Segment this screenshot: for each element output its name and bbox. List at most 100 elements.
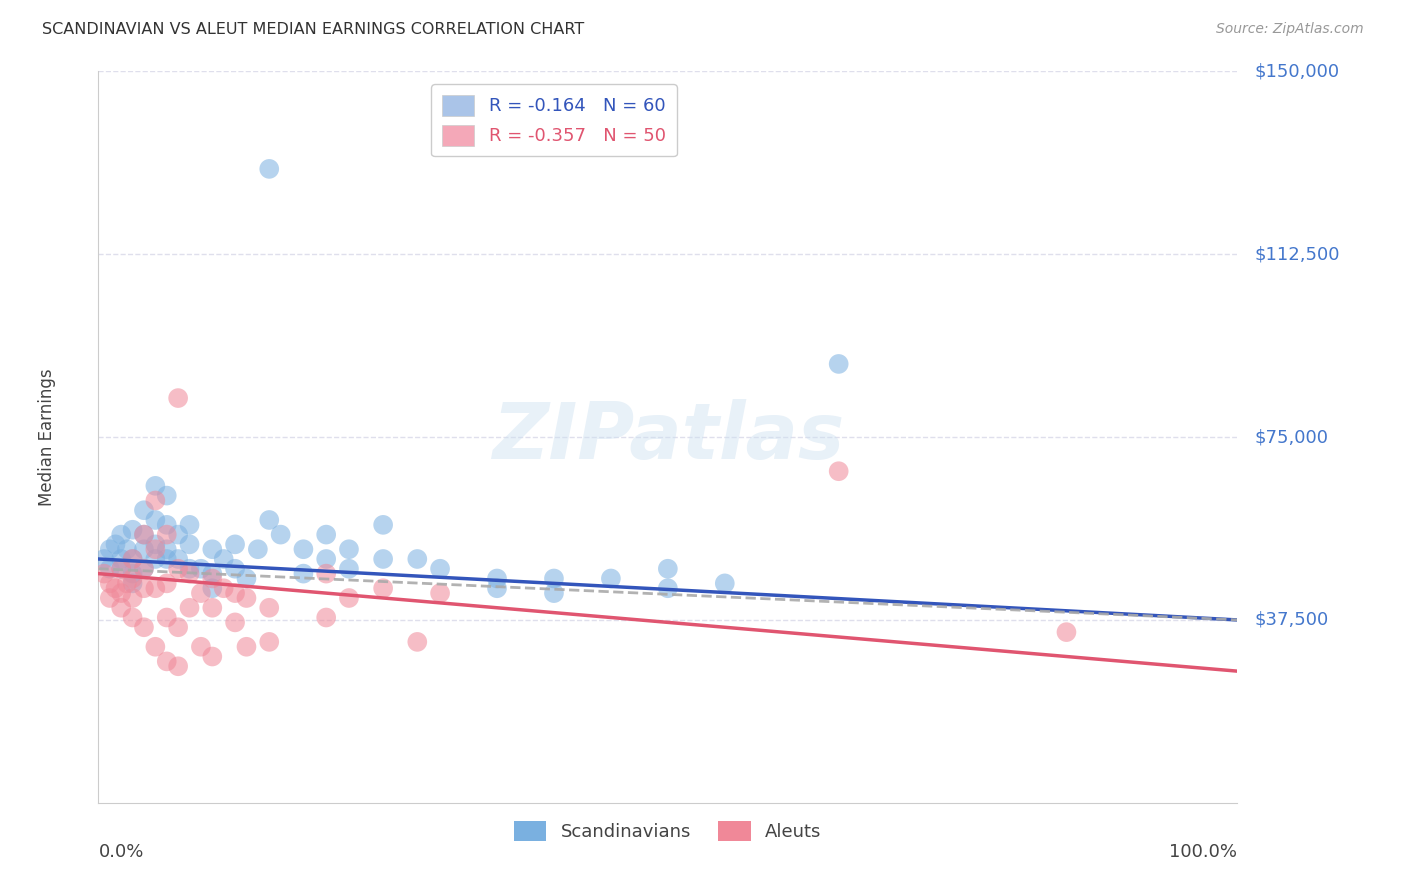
Point xyxy=(224,615,246,630)
Point xyxy=(156,489,179,503)
Point xyxy=(190,586,212,600)
Point xyxy=(167,620,190,634)
Point xyxy=(337,591,360,605)
Point xyxy=(235,591,257,605)
Point xyxy=(201,542,224,557)
Point xyxy=(98,562,121,576)
Text: 100.0%: 100.0% xyxy=(1170,843,1237,861)
Point xyxy=(132,527,155,541)
Point xyxy=(115,576,138,591)
Point xyxy=(371,517,394,532)
Text: Source: ZipAtlas.com: Source: ZipAtlas.com xyxy=(1216,22,1364,37)
Point xyxy=(156,654,179,668)
Point xyxy=(156,610,179,624)
Point xyxy=(201,566,224,581)
Point xyxy=(145,640,167,654)
Point xyxy=(179,566,201,581)
Point xyxy=(201,581,224,595)
Point xyxy=(121,552,143,566)
Point xyxy=(190,562,212,576)
Point xyxy=(145,581,167,595)
Point xyxy=(315,527,337,541)
Point xyxy=(121,591,143,605)
Point xyxy=(110,586,132,600)
Point xyxy=(179,600,201,615)
Point xyxy=(110,562,132,576)
Point xyxy=(179,517,201,532)
Point xyxy=(292,566,315,581)
Point xyxy=(132,562,155,576)
Point xyxy=(224,586,246,600)
Point xyxy=(1054,625,1078,640)
Point xyxy=(167,391,190,405)
Point xyxy=(110,552,132,566)
Point xyxy=(201,649,224,664)
Point xyxy=(714,576,737,591)
Point xyxy=(104,537,127,551)
Point xyxy=(201,572,224,586)
Point xyxy=(98,542,121,557)
Point xyxy=(371,552,394,566)
Point xyxy=(224,562,246,576)
Point xyxy=(828,357,851,371)
Point xyxy=(337,562,360,576)
Point xyxy=(190,640,212,654)
Text: $37,500: $37,500 xyxy=(1254,611,1329,629)
Point xyxy=(145,493,167,508)
Point xyxy=(121,576,143,591)
Point xyxy=(406,635,429,649)
Point xyxy=(212,552,235,566)
Point xyxy=(429,586,451,600)
Point xyxy=(337,542,360,557)
Point xyxy=(259,161,281,176)
Point xyxy=(212,581,235,595)
Point xyxy=(486,572,509,586)
Point xyxy=(110,600,132,615)
Point xyxy=(167,562,190,576)
Text: $150,000: $150,000 xyxy=(1254,62,1340,80)
Text: ZIPatlas: ZIPatlas xyxy=(492,399,844,475)
Point xyxy=(259,600,281,615)
Point xyxy=(235,572,257,586)
Point xyxy=(156,517,179,532)
Point xyxy=(224,537,246,551)
Legend: Scandinavians, Aleuts: Scandinavians, Aleuts xyxy=(506,814,830,848)
Point xyxy=(156,552,179,566)
Point xyxy=(132,527,155,541)
Point xyxy=(132,581,155,595)
Point xyxy=(315,566,337,581)
Point xyxy=(121,610,143,624)
Point xyxy=(600,572,623,586)
Point xyxy=(828,464,851,478)
Point xyxy=(110,527,132,541)
Point xyxy=(201,600,224,615)
Point xyxy=(235,640,257,654)
Point xyxy=(132,562,155,576)
Text: Median Earnings: Median Earnings xyxy=(38,368,56,506)
Point xyxy=(246,542,269,557)
Point xyxy=(543,572,565,586)
Point xyxy=(121,552,143,566)
Point xyxy=(270,527,292,541)
Point xyxy=(104,581,127,595)
Point xyxy=(179,537,201,551)
Text: $112,500: $112,500 xyxy=(1254,245,1340,263)
Point xyxy=(543,586,565,600)
Point xyxy=(179,562,201,576)
Point xyxy=(259,635,281,649)
Point xyxy=(167,527,190,541)
Point xyxy=(145,552,167,566)
Point xyxy=(156,576,179,591)
Point xyxy=(121,572,143,586)
Point xyxy=(145,513,167,527)
Point xyxy=(167,552,190,566)
Point xyxy=(657,581,679,595)
Point xyxy=(93,566,115,581)
Point xyxy=(121,566,143,581)
Point xyxy=(315,610,337,624)
Point xyxy=(145,542,167,557)
Point xyxy=(145,479,167,493)
Point xyxy=(115,542,138,557)
Point xyxy=(486,581,509,595)
Point xyxy=(371,581,394,595)
